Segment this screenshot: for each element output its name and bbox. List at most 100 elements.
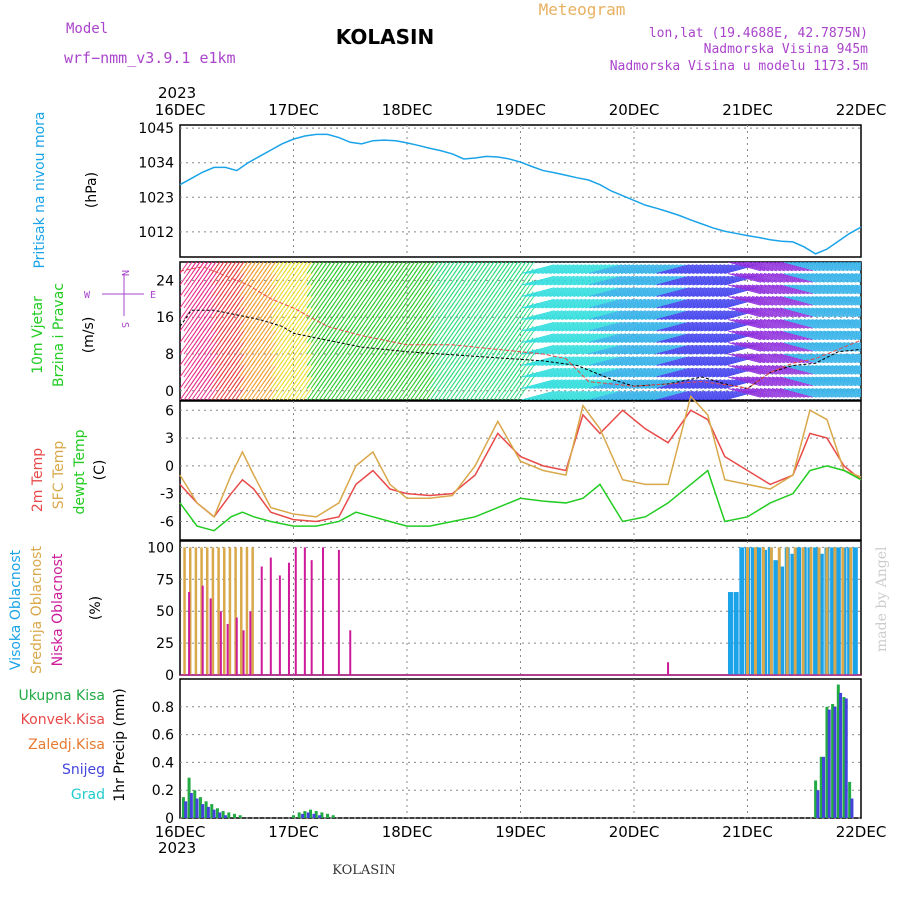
wind-barb bbox=[775, 296, 809, 306]
wind-barb bbox=[612, 310, 646, 320]
wind-barb bbox=[505, 262, 515, 274]
wind-barbs bbox=[180, 262, 861, 400]
wind-barb bbox=[811, 319, 845, 329]
wind-barb bbox=[676, 390, 710, 400]
wind-barb bbox=[525, 310, 559, 320]
wind-barb bbox=[263, 262, 273, 274]
temp-2m-line bbox=[179, 409, 862, 523]
wind-barb bbox=[358, 262, 360, 263]
panel-frame bbox=[179, 678, 862, 819]
wind-barb bbox=[370, 262, 372, 263]
precip-rain-bar bbox=[836, 684, 840, 818]
wind-barb bbox=[799, 353, 833, 364]
y-tick-label: 0.8 bbox=[152, 700, 174, 716]
wind-barb bbox=[835, 365, 861, 373]
wind-barb bbox=[235, 262, 237, 263]
wind-barb bbox=[755, 307, 789, 318]
wind-barb bbox=[664, 344, 698, 355]
wind-barb bbox=[803, 330, 837, 341]
wind-barb bbox=[704, 356, 738, 366]
cloud-mid-bar bbox=[785, 547, 789, 675]
wind-barb bbox=[767, 342, 801, 352]
wind-barb bbox=[688, 287, 722, 297]
wind-barb bbox=[616, 264, 650, 274]
lonlat-text: lon,lat (19.4688E, 42.7875N) bbox=[649, 26, 868, 41]
wind-barb bbox=[350, 262, 360, 274]
wind-barb bbox=[700, 298, 734, 309]
wind-barb bbox=[835, 273, 861, 281]
wind-barb bbox=[847, 353, 861, 359]
wind-barb bbox=[612, 321, 646, 332]
wind-barb bbox=[593, 356, 627, 366]
wind-barb bbox=[620, 310, 654, 320]
bottom-date-label: 19DEC bbox=[495, 823, 546, 841]
wind-barb bbox=[732, 342, 766, 352]
wind-barb bbox=[791, 307, 825, 318]
wind-barb bbox=[688, 390, 722, 400]
wind-barb bbox=[704, 367, 738, 378]
wind-barb bbox=[378, 262, 380, 263]
wind-barb bbox=[688, 367, 722, 378]
precip-snow-bar bbox=[223, 815, 227, 818]
wind-barb bbox=[589, 264, 623, 274]
wind-barb bbox=[831, 284, 861, 294]
wind-barb bbox=[593, 321, 627, 332]
wind-barb bbox=[549, 287, 583, 297]
wind-barb bbox=[688, 333, 722, 343]
wind-barb bbox=[815, 342, 849, 352]
wind-barb bbox=[755, 365, 789, 375]
wind-barb bbox=[847, 388, 861, 393]
cloud-high-bar bbox=[773, 560, 779, 675]
wind-barb bbox=[438, 262, 439, 263]
wind-barb bbox=[684, 264, 718, 274]
wind-barb bbox=[561, 275, 595, 286]
y-tick-label: 3 bbox=[165, 431, 174, 447]
wind-barb bbox=[787, 296, 821, 306]
wind-barb bbox=[684, 310, 718, 320]
wind-barb bbox=[529, 287, 563, 297]
wind-barb bbox=[545, 367, 579, 378]
wind-barb bbox=[644, 275, 678, 286]
wind-barb bbox=[692, 390, 726, 400]
y-tick-label: 100 bbox=[147, 540, 174, 556]
wind-barb bbox=[664, 298, 698, 309]
top-date-label: 22DEC bbox=[836, 101, 887, 119]
wind-barb bbox=[807, 365, 841, 375]
wind-barb bbox=[557, 264, 591, 274]
wind-barb bbox=[815, 273, 849, 283]
wind-barb bbox=[835, 262, 861, 270]
precip-legend-hail: Grad bbox=[71, 787, 105, 803]
wind-barb bbox=[704, 344, 738, 355]
wind-barb bbox=[466, 262, 467, 263]
wind-barb bbox=[783, 388, 817, 398]
wind-barb bbox=[827, 319, 861, 329]
wind-barb bbox=[600, 333, 635, 343]
wind-barb bbox=[346, 262, 356, 274]
wind-barb bbox=[541, 344, 575, 355]
wind-barb bbox=[636, 333, 670, 343]
wind-barb bbox=[739, 262, 774, 272]
wind-barb bbox=[652, 264, 686, 274]
wind-barb bbox=[815, 262, 849, 272]
wind-barb bbox=[565, 344, 599, 355]
wind-barb bbox=[664, 275, 698, 286]
wind-barb bbox=[843, 365, 861, 371]
temp-dewpoint-line bbox=[179, 465, 862, 532]
precip-snow-bar bbox=[318, 815, 322, 818]
wind-barb bbox=[402, 262, 412, 274]
wind-barb bbox=[553, 298, 587, 309]
wind-barb bbox=[771, 296, 805, 306]
wind-barb bbox=[430, 262, 431, 263]
wind-barb bbox=[811, 376, 845, 387]
wind-barb bbox=[791, 262, 825, 272]
wind-barb bbox=[569, 344, 603, 355]
wind-barb bbox=[525, 390, 559, 400]
wind-barb bbox=[545, 275, 579, 286]
wind-barb bbox=[656, 344, 690, 355]
wind-barb bbox=[585, 310, 619, 320]
wind-barb bbox=[632, 356, 666, 366]
wind-barb bbox=[692, 379, 726, 389]
cloud-mid-bar bbox=[761, 547, 765, 675]
wind-barb bbox=[767, 376, 801, 387]
wind-barb bbox=[561, 264, 595, 274]
